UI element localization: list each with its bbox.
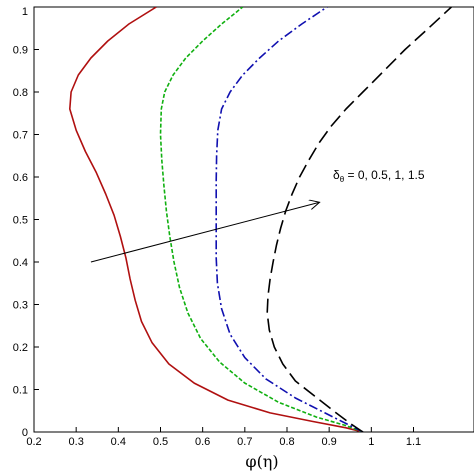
y-tick-label: 0.2 [13, 342, 28, 354]
series-line-4 [266, 7, 452, 432]
series-line-3 [215, 7, 364, 432]
series-line-2 [159, 7, 364, 432]
y-tick-label: 0.8 [13, 87, 28, 99]
y-tick-label: 0.7 [13, 130, 28, 142]
series-line-1 [69, 7, 364, 432]
x-tick-label: 0.6 [195, 436, 210, 448]
x-tick-label: 0.2 [26, 436, 41, 448]
x-tick-label: 0.8 [279, 436, 294, 448]
x-tick-label: 0.3 [69, 436, 84, 448]
x-tick-label: 1.1 [406, 436, 421, 448]
x-tick-label: 0.9 [322, 436, 337, 448]
y-tick-label: 0.3 [13, 300, 28, 312]
annotation-subscript: θ [340, 175, 345, 184]
y-tick-label: 1 [22, 6, 28, 18]
x-tick-label: 0.4 [111, 436, 126, 448]
y-tick-label: 0.6 [13, 172, 28, 184]
annotation-arrow [90, 203, 319, 263]
y-tick-label: 0 [22, 427, 28, 439]
y-tick-label: 0.9 [13, 45, 28, 57]
x-tick-label: 1 [368, 436, 374, 448]
annotation-label: δθ = 0, 0.5, 1, 1.5 [333, 168, 425, 184]
y-axis: 0 0.1 0.2 0.3 0.4 0.5 0.6 0.7 0.8 0.9 1 [13, 6, 39, 439]
x-axis-title: φ(η) [245, 452, 278, 471]
y-tick-label: 0.5 [13, 215, 28, 227]
annotation-symbol: δ [333, 168, 340, 182]
x-tick-label: 0.5 [153, 436, 168, 448]
y-tick-label: 0.1 [13, 385, 28, 397]
y-tick-label: 0.4 [13, 257, 28, 269]
x-axis: 0.2 0.3 0.4 0.5 0.6 0.7 0.8 0.9 1 1.1 [26, 427, 421, 448]
x-tick-label: 0.7 [237, 436, 252, 448]
series-layer [69, 7, 452, 432]
annotation-values: = 0, 0.5, 1, 1.5 [344, 168, 425, 182]
